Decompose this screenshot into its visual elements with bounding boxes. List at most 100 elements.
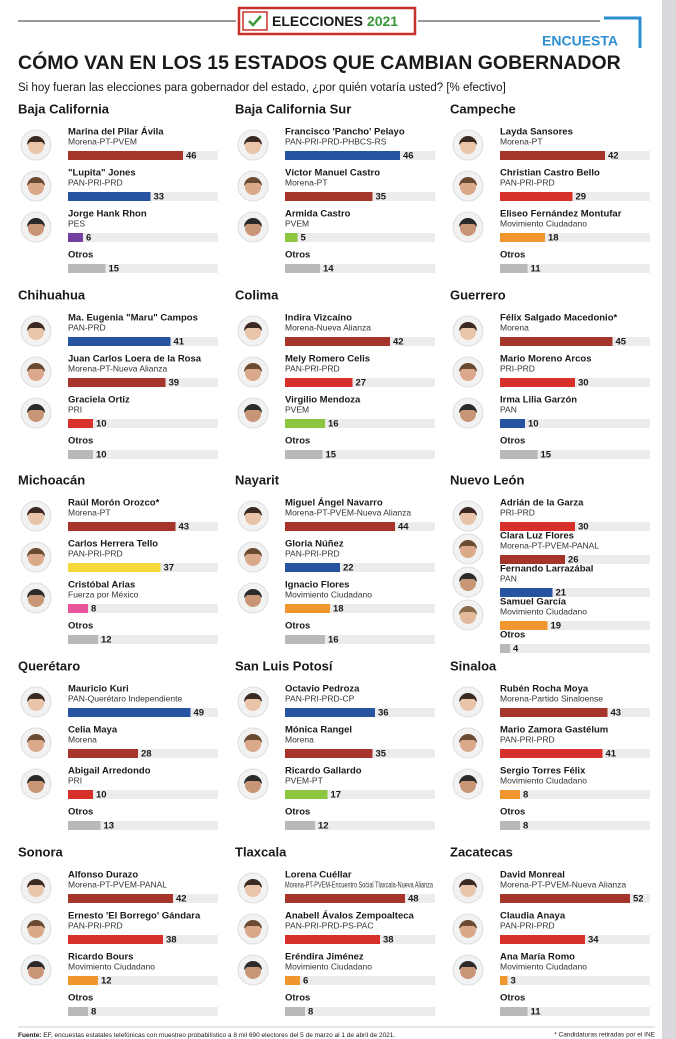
- others-label: Otros: [285, 807, 310, 818]
- candidate-party: PVEM: [285, 404, 309, 414]
- candidate-party: Morena-PT-PVEM-Encuentro Social Tlaxcala…: [285, 879, 433, 889]
- value-label: 41: [606, 749, 617, 760]
- state-title: Sinaloa: [450, 658, 497, 673]
- bar-track: [68, 1007, 218, 1016]
- bar-track: [285, 264, 435, 273]
- state-title: Baja California: [18, 101, 110, 116]
- bar-track: [68, 419, 218, 428]
- state-title: Nayarit: [235, 472, 280, 487]
- tag: ENCUESTA: [542, 33, 618, 49]
- candidate-party: Morena-PT-Nueva Alianza: [68, 363, 167, 373]
- bar: [285, 1007, 305, 1016]
- value-label: 26: [568, 555, 579, 566]
- bar: [500, 821, 520, 830]
- bar: [500, 935, 585, 944]
- candidate-name: Mario Zamora Gastélum: [500, 725, 608, 736]
- bar: [500, 976, 508, 985]
- bar: [285, 790, 328, 799]
- bar-track: [285, 821, 435, 830]
- bar: [500, 1007, 528, 1016]
- photo-hair: [244, 218, 262, 227]
- value-label: 17: [331, 790, 342, 801]
- bar-track: [285, 635, 435, 644]
- bar: [68, 264, 106, 273]
- photo-hair: [244, 136, 262, 145]
- bar: [500, 151, 605, 160]
- value-label: 34: [588, 935, 599, 946]
- photo-hair: [459, 177, 477, 186]
- photo-hair: [27, 775, 45, 784]
- photo-hair: [244, 734, 262, 743]
- others-label: Otros: [500, 807, 525, 818]
- photo-hair: [244, 177, 262, 186]
- source-text: EF, encuestas estatales telefónicas con …: [43, 1032, 395, 1039]
- candidate-name: Víctor Manuel Castro: [285, 168, 380, 179]
- bar: [285, 522, 395, 531]
- logo-check: [248, 15, 262, 27]
- candidate-name: Octavio Pedroza: [285, 684, 360, 695]
- bar: [68, 935, 163, 944]
- value-label: 28: [141, 749, 152, 760]
- photo-hair: [244, 548, 262, 557]
- candidate-party: PRI: [68, 775, 82, 785]
- bar: [500, 588, 553, 597]
- bar: [68, 337, 171, 346]
- bar: [68, 192, 151, 201]
- state-title: Baja California Sur: [235, 101, 351, 116]
- bar-track: [68, 450, 218, 459]
- value-label: 11: [531, 1007, 542, 1018]
- others-label: Otros: [68, 250, 93, 261]
- logo-text: ELECCIONES 2021: [272, 13, 398, 29]
- candidate-name: "Lupita" Jones: [68, 168, 136, 179]
- value-label: 18: [333, 604, 344, 615]
- photo-hair: [459, 961, 477, 970]
- photo-hair: [459, 404, 477, 413]
- photo-hair: [244, 693, 262, 702]
- candidate-name: Fernando Larrazábal: [500, 564, 593, 575]
- value-label: 52: [633, 894, 644, 905]
- bar-track: [500, 233, 650, 242]
- value-label: 5: [301, 233, 307, 244]
- candidate-name: David Monreal: [500, 870, 565, 881]
- bar: [500, 555, 565, 564]
- photo-hair: [244, 404, 262, 413]
- others-label: Otros: [285, 250, 310, 261]
- value-label: 3: [511, 976, 516, 987]
- photo-hair: [459, 540, 477, 549]
- candidate-name: Layda Sansores: [500, 127, 573, 138]
- bar: [285, 976, 300, 985]
- value-label: 30: [578, 378, 589, 389]
- bar-track: [500, 644, 650, 653]
- value-label: 12: [101, 976, 112, 987]
- bar-track: [285, 233, 435, 242]
- bar: [500, 264, 528, 273]
- candidate-party: PAN-PRD: [68, 322, 106, 332]
- candidate-name: Celia Maya: [68, 725, 118, 736]
- candidate-party: Morena-PT: [285, 177, 328, 187]
- candidate-party: Morena-PT-PVEM-Nueva Alianza: [285, 507, 411, 517]
- candidate-name: Mónica Rangel: [285, 725, 352, 736]
- bar: [285, 192, 373, 201]
- value-label: 8: [91, 604, 96, 615]
- photo-hair: [27, 177, 45, 186]
- candidate-party: Morena: [500, 322, 529, 332]
- bar: [285, 264, 320, 273]
- bar: [68, 1007, 88, 1016]
- candidate-name: Mauricio Kuri: [68, 684, 129, 695]
- photo-hair: [27, 218, 45, 227]
- value-label: 4: [513, 644, 519, 655]
- bar: [285, 635, 325, 644]
- candidate-party: PAN-Querétaro Independiente: [68, 693, 182, 703]
- bar: [285, 563, 340, 572]
- bar: [68, 378, 166, 387]
- candidate-party: Morena-Partido Sinaloense: [500, 693, 603, 703]
- bar-track: [500, 419, 650, 428]
- photo-hair: [459, 920, 477, 929]
- photo-hair: [459, 879, 477, 888]
- value-label: 33: [154, 192, 165, 203]
- bar: [68, 790, 93, 799]
- bar: [68, 894, 173, 903]
- candidate-party: PRI-PRD: [500, 507, 535, 517]
